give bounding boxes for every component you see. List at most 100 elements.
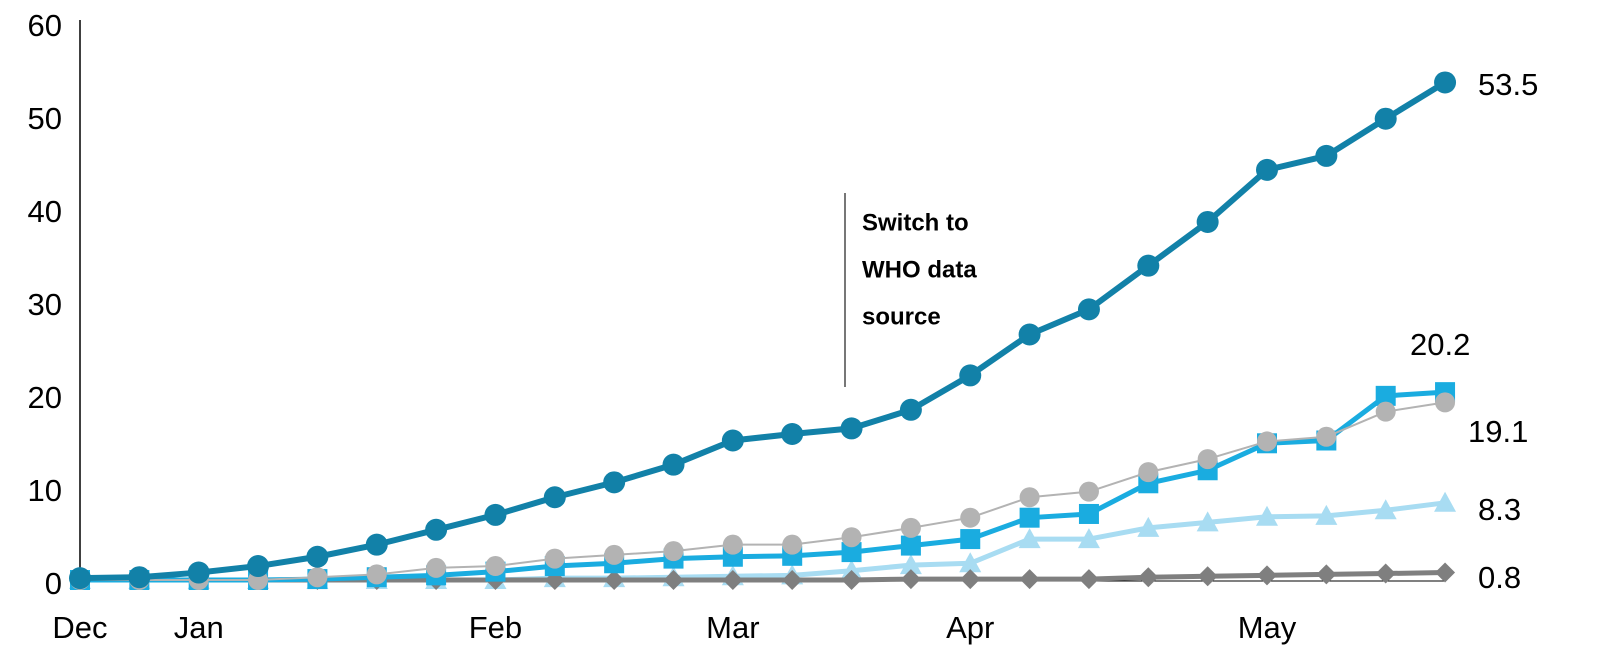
x-tick-label: Feb <box>469 610 522 645</box>
marker <box>1019 507 1040 528</box>
marker <box>959 552 982 573</box>
marker <box>841 542 862 563</box>
marker <box>128 566 151 589</box>
marker <box>899 398 922 421</box>
series-line <box>80 500 1446 583</box>
marker <box>899 554 922 575</box>
marker <box>1375 385 1396 406</box>
marker <box>1196 210 1219 233</box>
marker <box>543 486 566 509</box>
marker <box>960 507 981 528</box>
marker <box>1077 528 1100 549</box>
marker <box>841 570 862 590</box>
marker <box>1374 107 1397 130</box>
marker <box>900 535 921 556</box>
data-label: 8.3 <box>1478 492 1521 527</box>
marker <box>1137 254 1160 277</box>
data-label: 19.1 <box>1468 414 1528 449</box>
x-tick-label: Jan <box>174 610 224 645</box>
marker <box>307 567 328 588</box>
series-line <box>80 401 1446 581</box>
marker <box>1078 569 1099 590</box>
marker <box>722 534 743 555</box>
marker <box>306 545 329 568</box>
marker <box>1316 426 1337 447</box>
y-tick-label: 40 <box>28 194 62 229</box>
x-tick-label: May <box>1238 610 1297 645</box>
annotation: WHO data <box>862 256 977 283</box>
marker <box>1137 516 1160 537</box>
annotation: source <box>862 303 941 330</box>
marker <box>1435 562 1456 583</box>
marker <box>1315 144 1338 167</box>
marker <box>1434 491 1457 512</box>
marker <box>782 534 803 555</box>
marker <box>1257 565 1277 586</box>
marker <box>959 364 982 387</box>
marker <box>841 527 862 548</box>
marker <box>426 557 447 578</box>
marker <box>1256 505 1278 526</box>
data-label: 20.2 <box>1410 327 1470 362</box>
marker <box>840 417 863 440</box>
marker <box>425 518 448 541</box>
marker <box>247 555 270 578</box>
marker <box>722 570 743 590</box>
marker <box>1138 567 1159 588</box>
marker <box>1374 499 1397 520</box>
x-tick-label: Mar <box>706 610 759 645</box>
marker <box>484 503 507 526</box>
marker <box>900 569 921 590</box>
y-tick-label: 30 <box>28 287 62 322</box>
marker <box>1435 392 1456 413</box>
marker <box>187 561 210 584</box>
y-tick-label: 10 <box>28 473 62 508</box>
x-tick-label: Apr <box>946 610 994 645</box>
marker <box>1197 449 1218 470</box>
marker <box>840 559 863 580</box>
marker <box>1019 487 1040 508</box>
marker <box>662 453 685 476</box>
marker <box>721 429 744 452</box>
marker <box>1257 431 1277 452</box>
y-tick-label: 20 <box>28 380 62 415</box>
marker <box>485 556 506 577</box>
marker <box>1375 563 1396 584</box>
marker <box>69 567 91 590</box>
x-tick-label: Dec <box>52 610 107 645</box>
series-line <box>79 79 1447 582</box>
marker <box>604 544 625 565</box>
data-label: 53.5 <box>1478 67 1538 102</box>
marker <box>1315 504 1338 525</box>
marker <box>1196 511 1219 532</box>
marker <box>663 541 684 562</box>
series-line <box>80 389 1446 583</box>
marker <box>1018 323 1041 346</box>
marker <box>603 471 626 494</box>
data-label: 0.8 <box>1478 560 1521 595</box>
y-tick-label: 0 <box>45 566 62 601</box>
marker <box>544 548 565 569</box>
y-tick-label: 60 <box>28 8 62 43</box>
annotation: Switch to <box>862 209 969 236</box>
marker <box>1138 462 1159 483</box>
marker <box>900 517 921 538</box>
marker <box>1019 569 1040 590</box>
marker <box>1077 298 1100 321</box>
marker <box>960 569 981 590</box>
marker <box>1078 503 1099 524</box>
marker <box>1078 481 1099 502</box>
y-tick-label: 50 <box>28 101 62 136</box>
marker <box>960 529 981 550</box>
marker <box>663 570 684 590</box>
marker <box>1316 564 1337 585</box>
marker <box>1375 401 1396 422</box>
marker <box>1434 71 1457 94</box>
marker <box>1018 528 1041 549</box>
marker <box>1197 566 1218 587</box>
marker <box>366 564 387 585</box>
marker <box>782 570 803 590</box>
marker <box>604 570 625 590</box>
